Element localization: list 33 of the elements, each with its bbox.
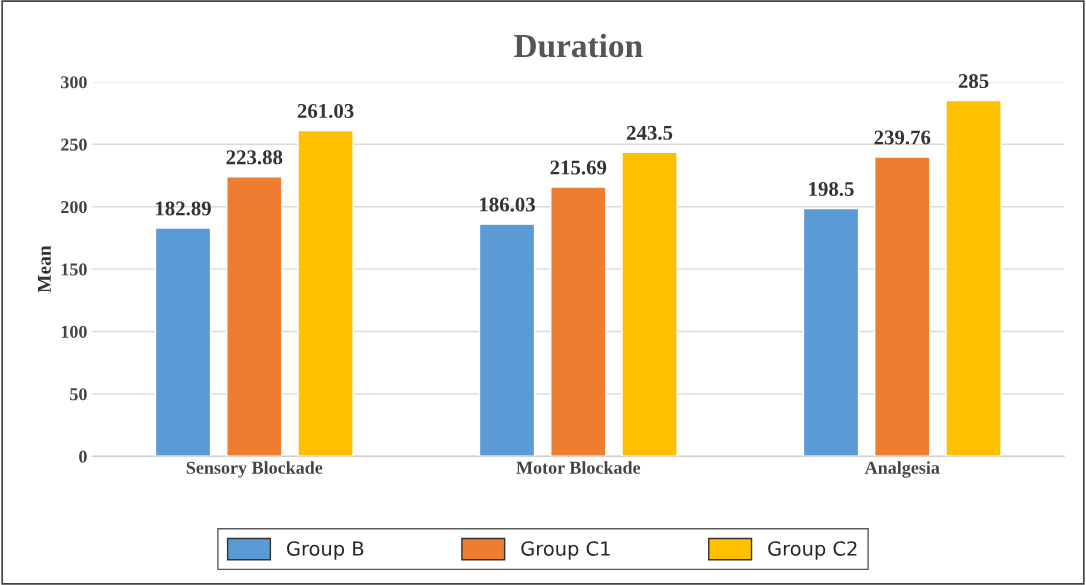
bar [154,227,212,457]
x-tick-label: Sensory Blockade [186,461,323,478]
bar [297,129,354,457]
bar [226,176,283,457]
y-tick-label: 250 [61,138,87,151]
y-tick-label: 200 [61,200,87,214]
bar [874,156,931,457]
data-label: 186.03 [480,197,535,212]
chart-title: Duration [514,33,643,58]
bar [550,186,607,457]
legend-label: Group C1 [521,541,610,560]
y-axis-title: Mean [37,245,51,293]
data-label: 182.89 [156,201,211,216]
data-label: 243.5 [627,125,673,140]
data-label: 198.5 [809,181,854,197]
y-tick-label: 300 [61,76,87,89]
x-tick-label: Motor Blockade [516,461,641,474]
y-tick-label: 100 [61,325,87,338]
x-tick-label: Analgesia [864,461,940,478]
bar [621,151,678,457]
data-label: 261.03 [297,103,354,119]
data-label: 285 [958,74,989,89]
legend-label: Group B [287,541,364,560]
bar [802,207,860,457]
y-tick-label: 50 [70,388,87,401]
y-tick-label: 0 [79,450,87,463]
data-label: 223.88 [226,150,283,165]
data-label: 239.76 [874,130,931,145]
bar [945,99,1002,457]
y-tick-label: 150 [61,263,87,276]
legend-label: Group C2 [768,541,857,560]
data-label: 215.69 [550,160,607,175]
bar [478,223,536,457]
